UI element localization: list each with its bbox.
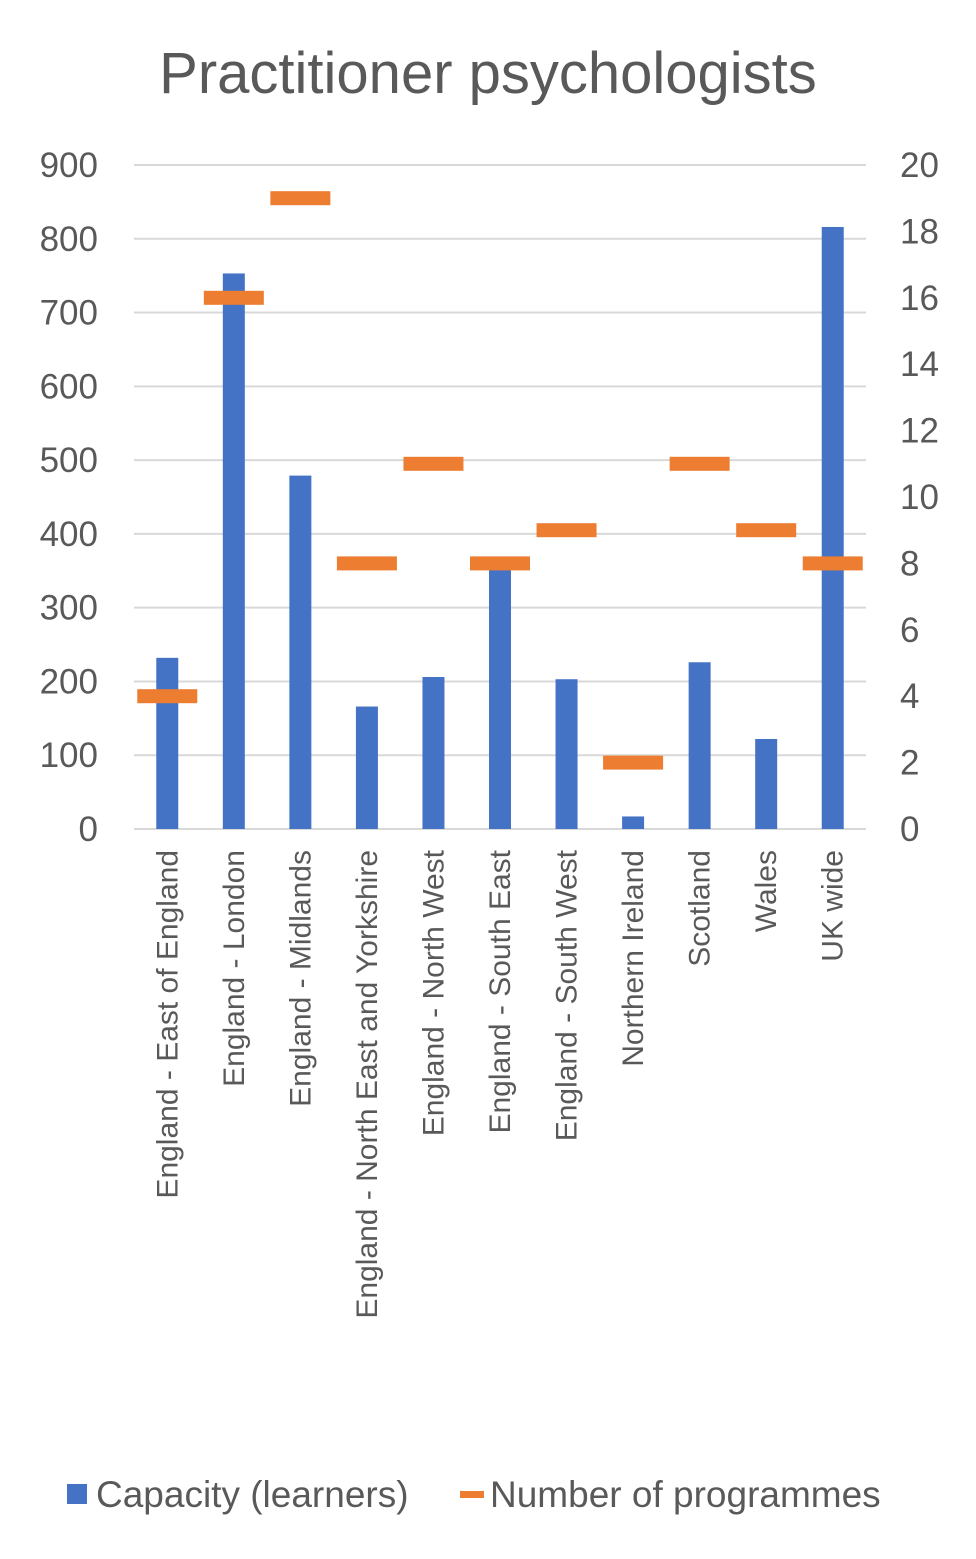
right-tick-label: 0 <box>900 810 919 849</box>
capacity-bar <box>622 816 645 829</box>
programmes-marker <box>736 523 797 538</box>
left-tick-label: 600 <box>40 367 98 406</box>
category-labels: England - East of England England - Londo… <box>151 849 849 1318</box>
legend-programmes-label: Number of programmes <box>490 1474 881 1515</box>
right-axis: 0 2 4 6 8 10 12 14 16 18 20 <box>900 146 939 849</box>
programme-markers <box>137 191 863 770</box>
right-tick-label: 8 <box>900 544 919 583</box>
category-label: England - Midlands <box>284 850 317 1107</box>
left-tick-label: 900 <box>40 146 98 185</box>
capacity-bar <box>821 226 844 829</box>
capacity-bar <box>755 738 778 829</box>
programmes-marker <box>470 556 530 571</box>
capacity-bar <box>289 475 312 829</box>
left-tick-label: 400 <box>40 515 98 554</box>
right-tick-label: 16 <box>900 279 939 318</box>
legend-programmes-swatch <box>460 1491 484 1498</box>
category-label: England - South East <box>484 849 517 1133</box>
capacity-bar <box>355 706 378 829</box>
left-tick-label: 300 <box>40 589 98 628</box>
left-tick-label: 100 <box>40 736 98 775</box>
chart-title: Practitioner psychologists <box>159 41 817 106</box>
left-tick-label: 700 <box>40 294 98 333</box>
right-tick-label: 2 <box>900 744 919 783</box>
capacity-bar <box>222 273 245 829</box>
capacity-bar <box>688 662 711 829</box>
capacity-bar <box>489 567 511 829</box>
left-tick-label: 0 <box>79 810 98 849</box>
gridlines <box>134 164 866 830</box>
programmes-marker <box>669 456 730 471</box>
right-tick-label: 14 <box>900 345 939 384</box>
capacity-bar <box>156 657 179 829</box>
left-tick-label: 200 <box>40 662 98 701</box>
category-label: England - East of England <box>151 850 184 1199</box>
category-label: Scotland <box>684 850 717 967</box>
left-axis: 0 100 200 300 400 500 600 700 800 900 <box>40 146 98 849</box>
legend: Capacity (learners) Number of programmes <box>67 1474 881 1515</box>
category-label: UK wide <box>817 850 850 962</box>
right-tick-label: 4 <box>900 677 919 716</box>
programmes-marker <box>336 556 397 571</box>
left-tick-label: 800 <box>40 220 98 259</box>
programmes-marker <box>603 755 664 770</box>
category-label: England - North West <box>417 849 450 1136</box>
programmes-marker <box>203 290 264 305</box>
capacity-bar <box>422 677 445 829</box>
right-tick-label: 6 <box>900 611 919 650</box>
programmes-marker <box>536 523 597 538</box>
capacity-bars <box>156 226 844 829</box>
right-tick-label: 12 <box>900 412 939 451</box>
category-label: England - South West <box>551 849 584 1141</box>
left-tick-label: 500 <box>40 441 98 480</box>
programmes-marker <box>137 689 198 704</box>
category-label: Northern Ireland <box>617 850 650 1067</box>
right-tick-label: 18 <box>900 212 939 251</box>
right-tick-label: 10 <box>900 478 939 517</box>
capacity-bar <box>555 679 578 829</box>
category-label: England - North East and Yorkshire <box>351 850 384 1319</box>
legend-capacity-label: Capacity (learners) <box>96 1474 409 1515</box>
programmes-marker <box>403 456 464 471</box>
programmes-marker <box>802 556 863 571</box>
category-label: England - London <box>218 850 251 1087</box>
programmes-marker <box>270 191 331 206</box>
right-tick-label: 20 <box>900 146 939 185</box>
category-label: Wales <box>750 850 783 932</box>
legend-capacity-swatch <box>67 1484 87 1504</box>
